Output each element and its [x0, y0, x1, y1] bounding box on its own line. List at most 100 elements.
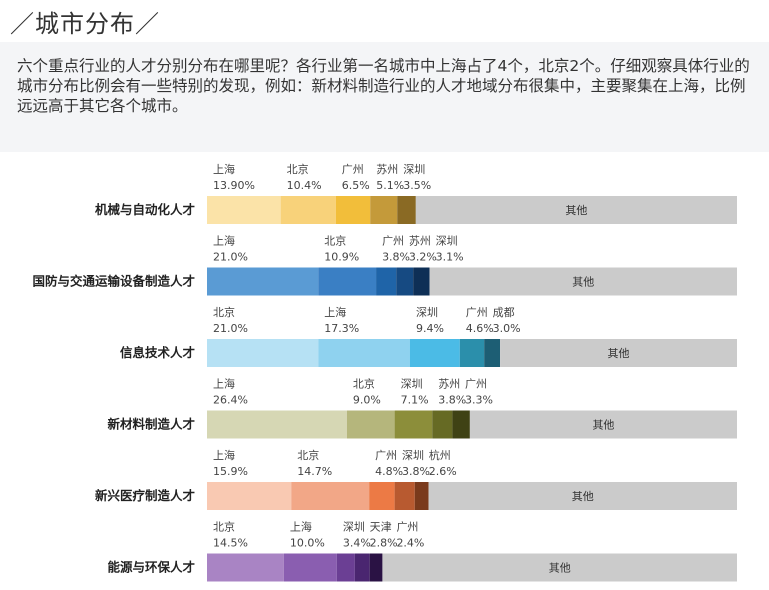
- city-label: 深圳: [343, 521, 365, 534]
- city-label: 上海: [324, 305, 346, 319]
- bar-segment: [354, 553, 370, 582]
- city-label: 广州: [396, 521, 418, 534]
- percent-label: 13.90%: [213, 179, 255, 192]
- category-label: 信息技术人才: [120, 345, 195, 360]
- bar-segment: [413, 267, 430, 296]
- city-label: 北京: [353, 377, 375, 391]
- city-label: 北京: [297, 448, 319, 462]
- intro-text: 六个重点行业的人才分别分布在哪里呢？各行业第一名城市中上海占了4个，北京2个。仔…: [17, 57, 750, 115]
- percent-label: 17.3%: [324, 322, 359, 335]
- bar-segment: [369, 482, 395, 510]
- city-label: 深圳: [416, 306, 438, 319]
- bar-segment: [397, 196, 416, 224]
- percent-label: 6.5%: [342, 179, 370, 192]
- percent-label: 4.6%: [466, 322, 494, 335]
- bar-segment-other: [469, 410, 737, 439]
- percent-label: 21.0%: [213, 251, 248, 264]
- percent-label: 14.7%: [297, 465, 332, 478]
- intro-panel: 六个重点行业的人才分别分布在哪里呢？各行业第一名城市中上海占了4个，北京2个。仔…: [0, 42, 769, 152]
- percent-label: 3.1%: [436, 251, 464, 264]
- city-label: 广州: [382, 235, 404, 248]
- percent-label: 9.0%: [353, 394, 381, 407]
- bar-segment: [394, 482, 415, 510]
- percent-label: 3.2%: [409, 251, 437, 264]
- percent-label: 9.4%: [416, 322, 444, 335]
- city-label: 上海: [213, 234, 235, 248]
- bar-segment-other: [382, 553, 737, 582]
- bar-segment: [396, 267, 414, 296]
- bar-segment-other: [415, 196, 737, 224]
- city-label: 深圳: [436, 235, 458, 248]
- percent-label: 21.0%: [213, 322, 248, 335]
- percent-label: 10.0%: [290, 537, 325, 550]
- city-label: 上海: [290, 520, 312, 534]
- city-label: 上海: [213, 377, 235, 391]
- title-bar: ／城市分布／: [0, 0, 769, 42]
- percent-label: 4.8%: [375, 465, 403, 478]
- bar-segment: [207, 267, 319, 296]
- percent-label: 3.8%: [382, 251, 410, 264]
- percent-label: 3.5%: [403, 179, 431, 192]
- city-label: 北京: [213, 305, 235, 319]
- city-label: 广州: [465, 378, 487, 391]
- city-label: 深圳: [401, 378, 423, 391]
- bar-segment: [335, 196, 371, 224]
- category-label: 国防与交通运输设备制造人才: [32, 274, 195, 289]
- bar-segment: [452, 410, 470, 439]
- percent-label: 2.8%: [370, 537, 398, 550]
- bar-segment: [459, 339, 485, 367]
- other-label: 其他: [592, 419, 614, 432]
- other-label: 其他: [572, 490, 594, 503]
- page-title: ／城市分布／: [10, 10, 160, 38]
- bar-segment: [283, 553, 337, 582]
- bar-segment: [318, 267, 377, 296]
- percent-label: 14.5%: [213, 537, 248, 550]
- city-label: 北京: [287, 162, 309, 176]
- city-label: 深圳: [403, 163, 425, 176]
- other-label: 其他: [608, 347, 630, 360]
- bar-segment: [346, 410, 395, 439]
- percent-label: 10.4%: [287, 179, 322, 192]
- percent-label: 5.1%: [376, 179, 404, 192]
- bar-segment: [318, 339, 410, 367]
- stacked-bar-chart: 机械与自动化人才上海13.90%北京10.4%广州6.5%苏州5.1%深圳3.5…: [32, 162, 737, 582]
- category-label: 机械与自动化人才: [95, 202, 195, 217]
- bar-segment: [394, 410, 433, 439]
- bar-segment-other: [429, 267, 737, 296]
- bar-segment: [369, 553, 383, 582]
- percent-label: 26.4%: [213, 394, 248, 407]
- percent-label: 2.4%: [396, 537, 424, 550]
- bar-segment-other: [428, 482, 737, 510]
- category-label: 新材料制造人才: [107, 417, 195, 432]
- percent-label: 3.8%: [438, 394, 466, 407]
- bar-segment: [376, 267, 397, 296]
- bar-segment: [207, 482, 292, 510]
- city-label: 广州: [375, 449, 397, 462]
- city-label: 上海: [213, 448, 235, 462]
- city-label: 深圳: [402, 449, 424, 462]
- percent-label: 10.9%: [324, 251, 359, 264]
- bar-segment: [207, 196, 281, 224]
- percent-label: 7.1%: [401, 394, 429, 407]
- category-label: 能源与环保人才: [107, 560, 195, 575]
- other-label: 其他: [572, 276, 594, 289]
- city-label: 广州: [342, 163, 364, 176]
- bar-segment-other: [500, 339, 737, 367]
- percent-label: 2.6%: [429, 465, 457, 478]
- percent-label: 3.3%: [465, 394, 493, 407]
- category-label: 新兴医疗制造人才: [95, 488, 195, 503]
- bar-segment: [207, 339, 319, 367]
- other-label: 其他: [549, 562, 571, 575]
- city-label: 北京: [213, 520, 235, 534]
- city-label: 天津: [370, 521, 392, 534]
- city-label: 北京: [324, 234, 346, 248]
- city-label: 苏州: [409, 235, 431, 248]
- city-label: 苏州: [376, 163, 398, 176]
- bar-segment: [484, 339, 501, 367]
- bar-segment: [207, 553, 284, 582]
- city-label: 上海: [213, 162, 235, 176]
- city-label: 成都: [493, 306, 515, 319]
- bar-segment: [291, 482, 370, 510]
- city-label: 苏州: [438, 378, 460, 391]
- city-label: 广州: [466, 306, 488, 319]
